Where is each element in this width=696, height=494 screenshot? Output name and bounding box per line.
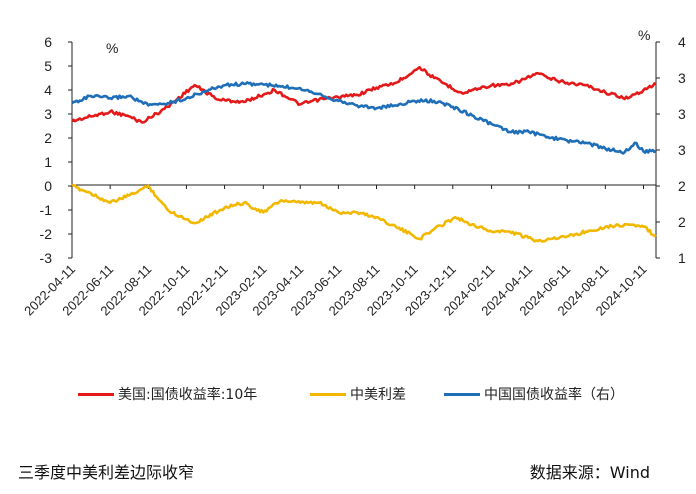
right-axis-ticks: 4 3 3 3 2 2 1	[656, 34, 686, 266]
series-lines	[71, 65, 657, 243]
series-line-0	[71, 65, 657, 124]
chart-svg: 6 5 4 3 2 1 0 -1 -2 -3 4 3 3 3 2 2 1 2022-04-112022-06-…	[21, 27, 686, 318]
left-tick-label: 6	[44, 34, 52, 50]
left-tick-label: 1	[44, 154, 52, 170]
right-tick-label: 1	[678, 250, 686, 266]
legend-label-spread: 中美利差	[350, 387, 406, 403]
left-tick-label: -3	[40, 250, 53, 266]
left-tick-label: 3	[44, 106, 52, 122]
legend: 美国:国债收益率:10年 中美利差 中国国债收益率（右）	[0, 384, 696, 406]
right-tick-label: 4	[678, 34, 686, 50]
left-axis-ticks: 6 5 4 3 2 1 0 -1 -2 -3	[40, 34, 72, 266]
legend-item-us-yield: 美国:国债收益率:10年	[78, 384, 257, 404]
legend-swatch-us	[78, 392, 114, 396]
legend-item-cn-yield: 中国国债收益率（右）	[444, 384, 624, 404]
caption-title: 三季度中美利差边际收窄	[18, 463, 195, 482]
legend-swatch-spread	[310, 392, 346, 396]
legend-swatch-cn	[444, 392, 480, 396]
series-line-1	[71, 183, 657, 243]
legend-item-spread: 中美利差	[310, 384, 406, 404]
left-tick-label: 5	[44, 58, 52, 74]
caption-source: 数据来源：Wind	[529, 463, 650, 482]
right-tick-label: 3	[678, 106, 686, 122]
right-tick-label: 2	[678, 178, 686, 194]
x-axis-ticks: 2022-04-112022-06-112022-08-112022-10-11…	[21, 185, 650, 318]
plot-frame	[71, 42, 657, 258]
left-unit-label: %	[106, 40, 118, 56]
right-unit-label: %	[638, 27, 650, 43]
right-tick-label: 3	[678, 70, 686, 86]
left-tick-label: -1	[40, 202, 53, 218]
right-tick-label: 2	[678, 214, 686, 230]
left-tick-label: 2	[44, 130, 52, 146]
left-tick-label: 0	[44, 178, 52, 194]
series-line-2	[71, 81, 657, 155]
right-tick-label: 3	[678, 142, 686, 158]
legend-label-us: 美国:国债收益率:10年	[118, 387, 258, 403]
left-tick-label: 4	[44, 82, 52, 98]
left-tick-label: -2	[40, 226, 53, 242]
legend-label-cn: 中国国债收益率（右）	[484, 387, 624, 403]
